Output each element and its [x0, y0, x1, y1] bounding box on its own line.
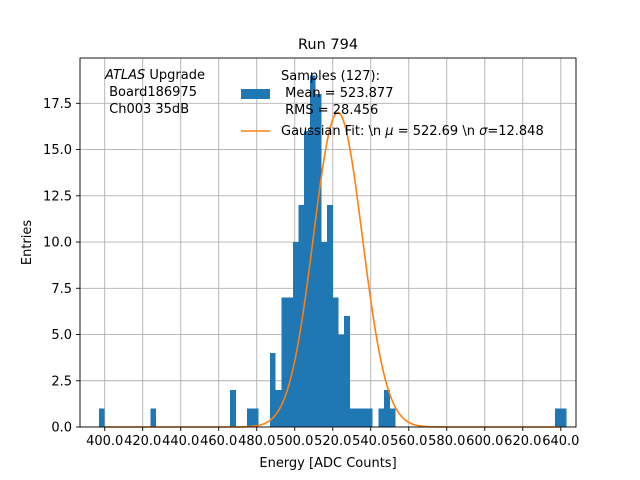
- histogram-bar: [384, 390, 390, 427]
- histogram-bar: [292, 242, 299, 427]
- x-tick-label: 460.0: [200, 434, 237, 449]
- legend-histogram-swatch: [241, 89, 270, 99]
- y-tick-label: 10.0: [43, 236, 72, 251]
- histogram-bar: [355, 408, 362, 427]
- x-tick-label: 520.0: [314, 434, 351, 449]
- y-tick-label: 7.5: [51, 282, 72, 297]
- y-tick-label: 15.0: [43, 143, 72, 158]
- legend-histogram-line-3: RMS = 28.456: [281, 103, 378, 118]
- legend-fit-mu: μ: [384, 124, 393, 139]
- y-tick-label: 2.5: [51, 374, 72, 389]
- histogram-bar: [150, 408, 157, 427]
- histogram-bar: [315, 94, 322, 427]
- x-tick-label: 420.0: [124, 434, 161, 449]
- chart-title: Run 794: [298, 37, 358, 53]
- annotation-upgrade: Upgrade: [145, 68, 205, 83]
- histogram-bar: [252, 408, 259, 427]
- x-tick-label: 620.0: [504, 434, 541, 449]
- y-axis-label: Entries: [20, 220, 35, 266]
- legend-fit-mu-value: = 522.69 \n: [394, 124, 480, 139]
- y-axis-ticks: 0.0 2.5 5.0 7.5 10.0 12.5 15.0 17.5: [43, 97, 80, 436]
- legend-histogram-line-2: Mean = 523.877: [281, 86, 393, 101]
- histogram-bar: [389, 408, 396, 427]
- histogram-bar: [349, 408, 356, 427]
- plot-frame: [79, 57, 577, 428]
- histogram-bar: [321, 242, 328, 427]
- histogram-bar: [309, 75, 316, 428]
- histogram-bar: [247, 408, 253, 427]
- histogram-bar: [99, 408, 105, 427]
- annotation-atlas: ATLAS: [104, 68, 145, 83]
- y-tick-label: 12.5: [43, 189, 72, 204]
- legend: Samples (127): Mean = 523.877 RMS = 28.4…: [241, 69, 544, 139]
- histogram-bar: [270, 353, 276, 427]
- histogram-bar: [281, 297, 288, 427]
- x-tick-label: 480.0: [238, 434, 275, 449]
- legend-fit-label: Gaussian Fit: \n μ = 522.69 \n σ=12.848: [281, 124, 544, 139]
- histogram-bar: [366, 408, 373, 427]
- y-tick-label: 5.0: [51, 328, 72, 343]
- x-tick-label: 560.0: [390, 434, 427, 449]
- histogram-bar: [332, 297, 339, 427]
- y-tick-label: 17.5: [43, 97, 72, 112]
- histogram-bar: [344, 316, 350, 427]
- legend-fit-sigma: σ: [479, 124, 488, 139]
- legend-fit-sigma-value: =12.848: [487, 124, 543, 139]
- histogram-bar: [555, 408, 561, 427]
- histogram-bar: [560, 408, 567, 427]
- x-tick-label: 580.0: [428, 434, 465, 449]
- x-tick-label: 600.0: [466, 434, 503, 449]
- legend-fit-prefix: Gaussian Fit: \n: [281, 124, 385, 139]
- x-tick-label: 540.0: [352, 434, 389, 449]
- annotation-line-2: Board186975: [105, 85, 197, 100]
- histogram-bar: [230, 390, 236, 427]
- x-tick-label: 400.0: [86, 434, 123, 449]
- histogram-bar: [275, 390, 282, 427]
- histogram-bar: [327, 205, 333, 427]
- legend-histogram-line-1: Samples (127):: [281, 69, 380, 84]
- x-axis-label: Energy [ADC Counts]: [259, 456, 396, 471]
- x-tick-label: 500.0: [276, 434, 313, 449]
- histogram-bar: [378, 408, 385, 427]
- histogram-bar: [338, 334, 345, 427]
- annotation-line-1: ATLAS Upgrade: [104, 68, 205, 83]
- histogram-bar: [298, 205, 305, 427]
- histogram-bars: [99, 75, 567, 428]
- histogram-bar: [361, 408, 367, 427]
- x-axis-ticks: 400.0 420.0 440.0 460.0 480.0 500.0 520.0 540.0…: [86, 427, 579, 449]
- y-tick-label: 0.0: [51, 421, 72, 436]
- x-tick-label: 640.0: [542, 434, 579, 449]
- atlas-annotation: ATLAS Upgrade Board186975 Ch003 35dB: [104, 68, 205, 117]
- histogram-bar: [287, 297, 293, 427]
- annotation-line-3: Ch003 35dB: [105, 102, 189, 117]
- x-tick-label: 440.0: [162, 434, 199, 449]
